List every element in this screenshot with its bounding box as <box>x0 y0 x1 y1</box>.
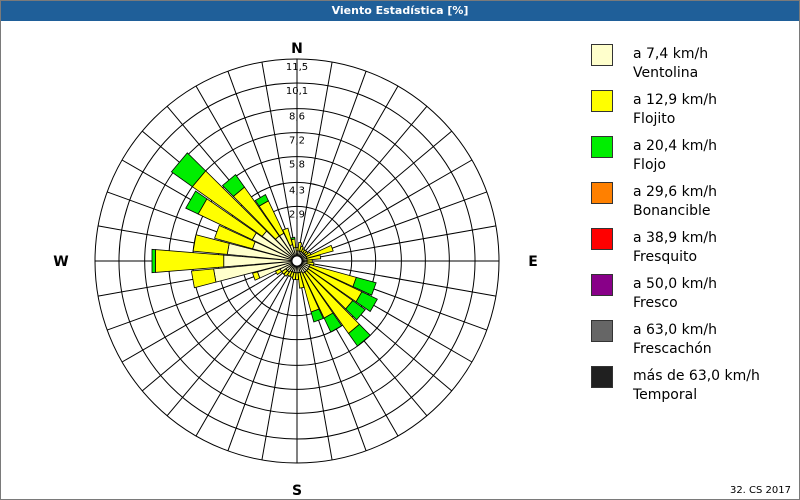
wind-bar-120-band-2 <box>355 291 378 313</box>
legend-swatch <box>591 320 613 342</box>
wind-bar-190-band-1 <box>291 272 297 281</box>
wind-bar-260-band-1 <box>190 268 217 289</box>
wind-bar-80-band-1 <box>306 254 322 261</box>
legend-swatch <box>591 228 613 250</box>
footer-credit: 32. CS 2017 <box>729 485 791 496</box>
legend-name-label: Bonancible <box>633 203 711 219</box>
legend-swatch <box>591 182 613 204</box>
wind-bar-160-band-2 <box>310 308 324 323</box>
ring-label-6: 11,5 <box>286 62 308 73</box>
wind-bar-340-band-1 <box>282 227 293 247</box>
wind-bar-310-band-2 <box>170 152 207 188</box>
ring-labels: 2,9 4,3 5,8 7,2 8,6 10,1 11,5 <box>286 62 308 220</box>
wind-bar-270-band-2 <box>151 248 156 274</box>
legend-name-label: Flojito <box>633 111 676 127</box>
wind-bar-300-band-2 <box>185 190 208 215</box>
cardinal-S: S <box>292 483 302 499</box>
wind-bar-320-band-2 <box>221 173 246 197</box>
legend-speed-label: a 7,4 km/h <box>633 46 709 62</box>
ring-label-4: 8,6 <box>289 112 305 123</box>
ring-label-3: 7,2 <box>289 136 305 147</box>
legend-name-label: Temporal <box>633 387 698 403</box>
grid-spoke-34 <box>227 71 296 257</box>
wind-bar-140-band-2 <box>347 323 371 347</box>
cardinal-W: W <box>53 254 68 270</box>
grid-spoke-17 <box>297 265 333 461</box>
wind-bar-250-band-1 <box>252 271 261 281</box>
grid-spoke-19 <box>261 265 297 461</box>
grid-spoke-22 <box>166 264 295 417</box>
grid-spoke-2 <box>298 71 367 257</box>
legend-speed-label: a 20,4 km/h <box>633 138 717 154</box>
legend-speed-label: más de 63,0 km/h <box>633 368 760 384</box>
legend-speed-label: a 63,0 km/h <box>633 322 717 338</box>
wind-bar-110-band-2 <box>352 276 377 296</box>
cardinal-labels: N E S W <box>53 41 538 499</box>
cardinal-E: E <box>528 254 538 270</box>
grid-spoke-6 <box>301 159 473 259</box>
legend-name-label: Ventolina <box>633 65 699 81</box>
grid-spoke-7 <box>301 191 487 260</box>
legend-speed-label: a 29,6 km/h <box>633 184 717 200</box>
legend-speed-label: a 50,0 km/h <box>633 276 717 292</box>
wind-bar-290-band-1 <box>214 224 256 250</box>
wind-bar-350-band-2 <box>290 236 296 241</box>
ring-label-2: 5,8 <box>289 160 305 171</box>
ring-label-5: 10,1 <box>286 86 308 97</box>
wind-bar-70-band-1 <box>305 244 334 259</box>
grid-spoke-4 <box>299 105 428 258</box>
grid-spoke-10 <box>301 261 497 297</box>
grid-spoke-35 <box>261 61 297 257</box>
grid-spoke-3 <box>299 85 399 257</box>
wind-bar-130-band-2 <box>345 300 366 321</box>
grid-spoke-24 <box>121 263 293 363</box>
grid-spoke-21 <box>195 265 295 437</box>
grid-spoke-5 <box>300 130 453 259</box>
wind-bars <box>151 152 378 347</box>
wind-rose: 2,9 4,3 5,8 7,2 8,6 10,1 11,5 N E S W <box>53 41 538 499</box>
grid-spoke-20 <box>227 265 296 451</box>
legend-swatch <box>591 44 613 66</box>
legend-swatch <box>591 274 613 296</box>
legend-speed-label: a 12,9 km/h <box>633 92 717 108</box>
grid-spoke-1 <box>297 61 333 257</box>
wind-bar-20-band-1 <box>299 245 304 253</box>
wind-bar-280-band-1 <box>192 234 230 255</box>
legend-name-label: Fresquito <box>633 249 698 265</box>
legend-swatch <box>591 366 613 388</box>
wind-bar-150-band-2 <box>323 312 343 333</box>
ring-label-1: 4,3 <box>289 185 305 196</box>
ring-label-0: 2,9 <box>289 209 305 220</box>
legend-speed-label: a 38,9 km/h <box>633 230 717 246</box>
legend-name-label: Fresco <box>633 295 678 311</box>
window-title: Viento Estadística [%] <box>1 1 799 21</box>
wind-bar-170-band-1 <box>297 272 305 289</box>
legend-name-label: Frescachón <box>633 341 712 357</box>
grid-spoke-8 <box>301 225 497 261</box>
wind-bar-10-band-1 <box>297 241 303 252</box>
wind-bar-330-band-2 <box>254 194 269 207</box>
legend-swatch <box>591 90 613 112</box>
legend-swatch <box>591 136 613 158</box>
grid-spoke-23 <box>141 263 294 392</box>
cardinal-N: N <box>291 41 303 57</box>
legend-name-label: Flojo <box>633 157 666 173</box>
